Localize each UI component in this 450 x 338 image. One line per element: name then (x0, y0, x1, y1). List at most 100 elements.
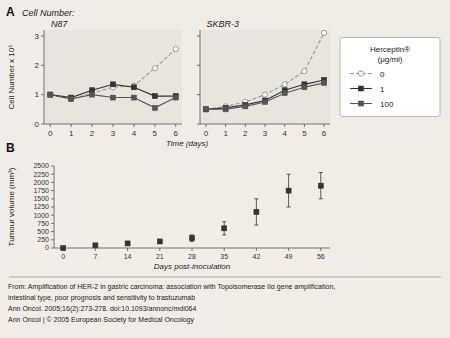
x-tick (320, 248, 321, 251)
x-tick-label: 0 (204, 129, 209, 138)
plot-background (200, 30, 330, 124)
marker (286, 188, 291, 193)
x-tick-label: 14 (124, 253, 132, 260)
error-cap (319, 198, 323, 199)
x-tick-label: 5 (153, 129, 158, 138)
y-tick-label: 1250 (33, 203, 49, 210)
x-tick (154, 124, 155, 127)
x-tick (50, 124, 51, 127)
y-tick (51, 231, 54, 232)
error-bar (287, 174, 291, 207)
x-tick-label: 28 (188, 253, 196, 260)
marker (359, 86, 364, 91)
marker (111, 82, 116, 87)
x-tick (113, 124, 114, 127)
legend-title-line: (μg/ml) (377, 55, 402, 64)
error-bar (254, 199, 258, 225)
marker (131, 85, 136, 90)
y-tick-label: 3 (35, 32, 40, 41)
marker (321, 30, 326, 35)
marker (48, 92, 53, 97)
panel-subtitle: Cell Number: (22, 8, 75, 18)
y-tick (197, 94, 200, 95)
marker (262, 92, 267, 97)
footer-line: From: Amplification of HER-2 in gastric … (8, 283, 335, 291)
series-line (206, 83, 324, 109)
x-tick-label: 6 (174, 129, 179, 138)
error-cap (254, 198, 258, 199)
x-tick (127, 248, 128, 251)
figure: 01234560123N87ACell Number:Time (days)Ce… (0, 0, 450, 338)
series-line (206, 80, 324, 109)
marker (173, 95, 178, 100)
legend-title-line: Herceptin® (370, 45, 410, 54)
x-tick (192, 248, 193, 251)
subplot-title: SKBR-3 (207, 19, 240, 29)
x-tick-label: 42 (253, 253, 261, 260)
error-bar (190, 235, 194, 242)
marker (125, 241, 130, 246)
y-tick (51, 207, 54, 208)
x-tick-label: 3 (111, 129, 116, 138)
marker (302, 85, 307, 90)
y-tick (51, 223, 54, 224)
error-bar (158, 240, 162, 243)
x-tick (245, 124, 246, 127)
error-cap (222, 221, 226, 222)
y-tick (197, 65, 200, 66)
marker (318, 183, 323, 188)
marker (263, 99, 268, 104)
x-tick (175, 124, 176, 127)
error-cap (287, 174, 291, 175)
y-tick (197, 35, 200, 36)
x-tick (288, 248, 289, 251)
x-tick-label: 4 (132, 129, 137, 138)
error-bar (319, 173, 323, 199)
marker (243, 104, 248, 109)
y-tick (51, 174, 54, 175)
marker (222, 226, 227, 231)
marker (69, 96, 74, 101)
x-tick-label: 7 (93, 253, 97, 260)
x-tick (256, 248, 257, 251)
y-tick (51, 248, 54, 249)
marker (93, 243, 98, 248)
marker (203, 107, 208, 112)
x-tick (324, 124, 325, 127)
plot-background (44, 30, 182, 124)
y-tick-label: 0 (35, 120, 40, 129)
x-tick (225, 124, 226, 127)
x-tick-label: 0 (48, 129, 53, 138)
y-tick-label: 1000 (33, 212, 49, 219)
plot-area (48, 46, 179, 110)
x-tick (205, 124, 206, 127)
error-cap (319, 172, 323, 173)
panel-label: B (6, 141, 15, 155)
axes: 0714212835424956025050075010001250150017… (33, 162, 330, 260)
y-tick (51, 190, 54, 191)
marker (69, 97, 74, 102)
x-tick (304, 124, 305, 127)
divider (9, 277, 441, 278)
y-tick-label: 1500 (33, 195, 49, 202)
x-tick (92, 124, 93, 127)
panel-label: A (6, 5, 15, 19)
x-tick (265, 124, 266, 127)
marker (322, 80, 327, 85)
y-tick (51, 198, 54, 199)
footer-line: Ann Oncol | © 2005 European Society for … (8, 316, 194, 324)
error-cap (287, 207, 291, 208)
x-tick (284, 124, 285, 127)
y-tick (51, 215, 54, 216)
marker (111, 95, 116, 100)
x-tick (71, 124, 72, 127)
x-tick-label: 21 (156, 253, 164, 260)
y-tick-label: 2250 (33, 171, 49, 178)
marker (282, 91, 287, 96)
marker (203, 107, 208, 112)
marker (254, 209, 259, 214)
error-cap (190, 241, 194, 242)
axes: 0123456 (197, 30, 330, 138)
legend-title: Herceptin®(μg/ml) (370, 45, 410, 64)
y-axis-label: Tumour volume (mm³) (7, 167, 16, 246)
